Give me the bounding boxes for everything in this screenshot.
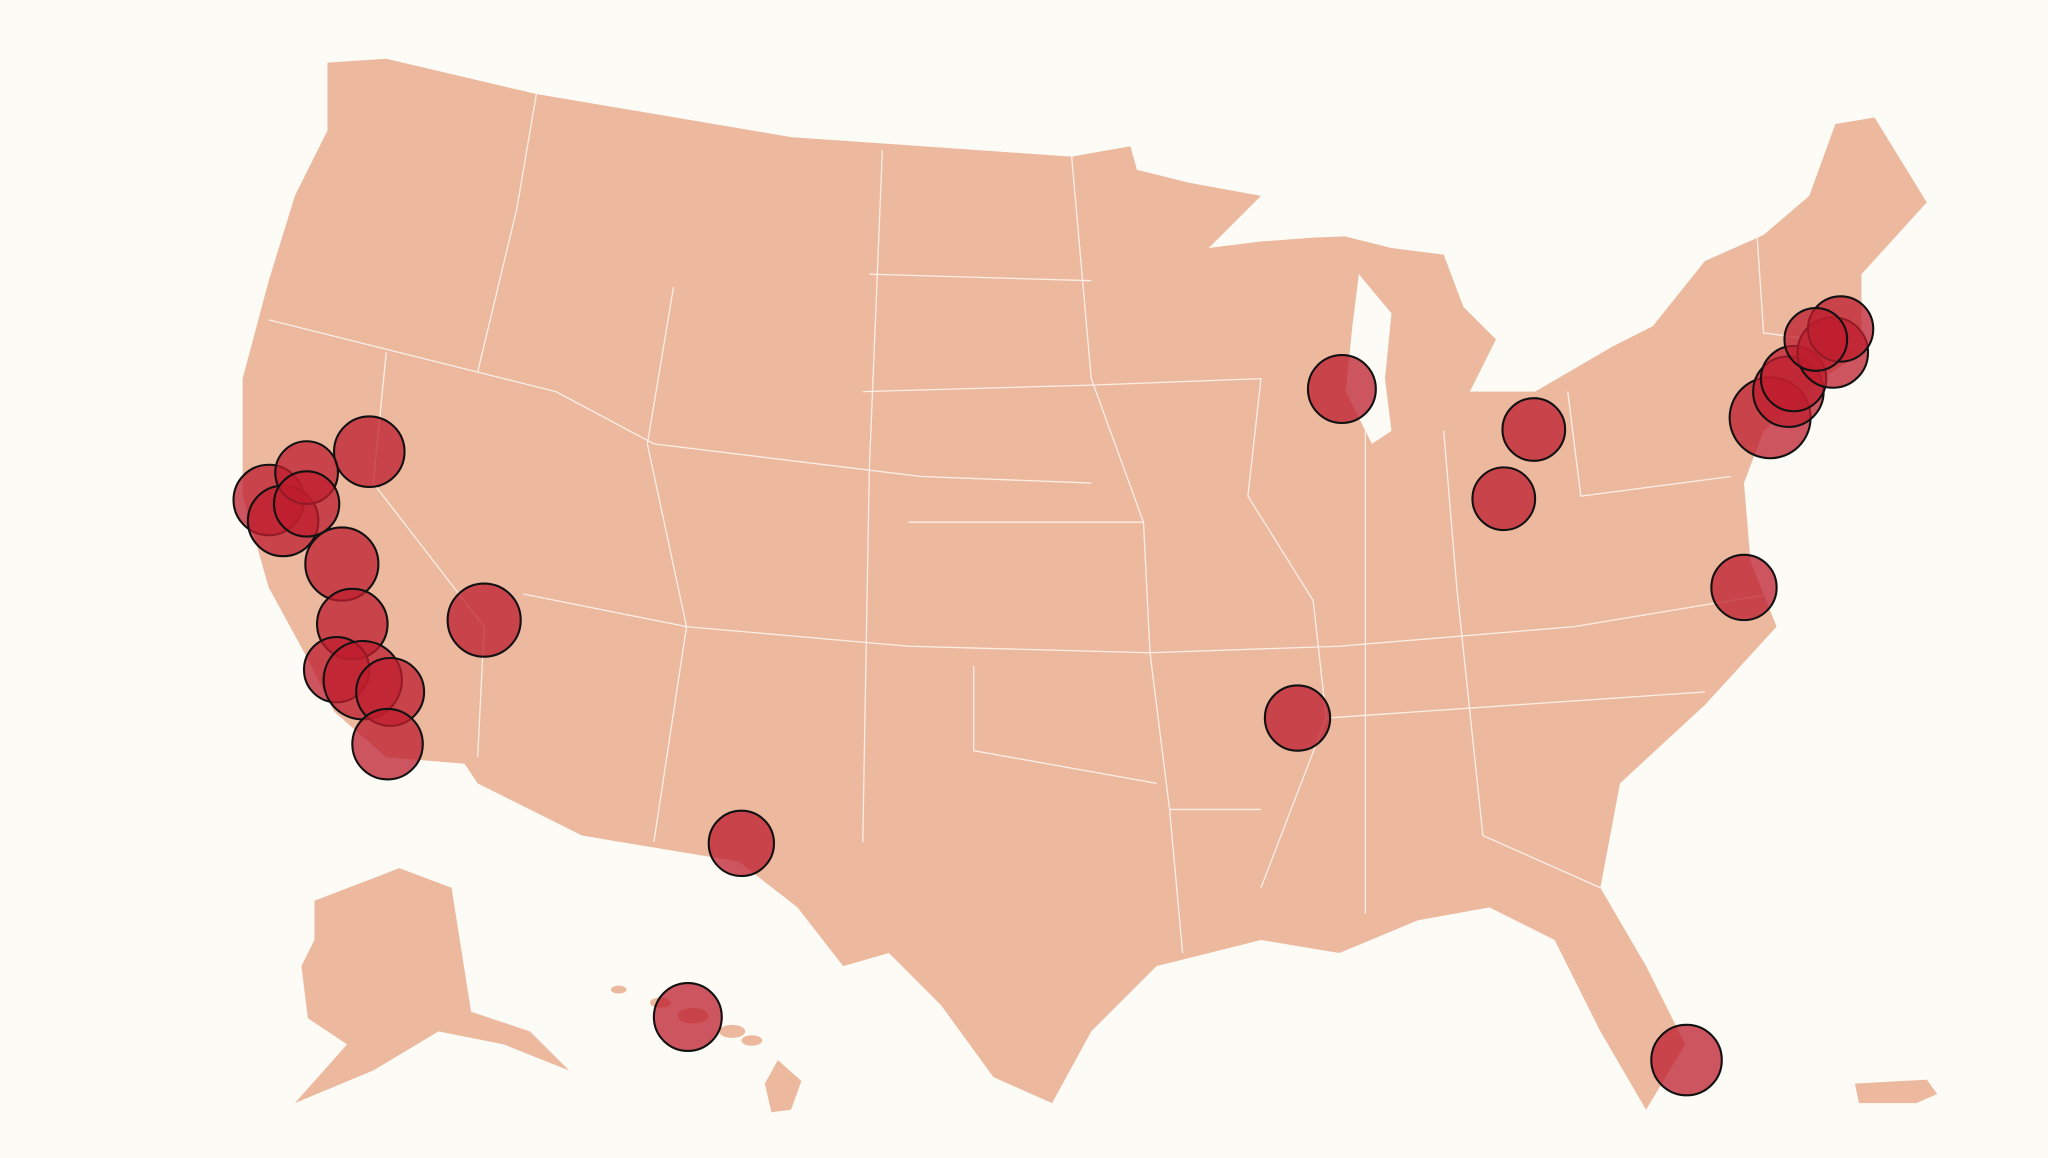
- border: [1443, 430, 1601, 889]
- marker: [1650, 1023, 1723, 1097]
- border: [523, 593, 1771, 654]
- border: [869, 273, 1092, 282]
- border: [268, 319, 1092, 484]
- island: [719, 1024, 746, 1038]
- marker: [332, 415, 406, 489]
- marker: [272, 470, 341, 538]
- land-mass: [242, 58, 1927, 1110]
- border: [477, 93, 538, 373]
- marker: [1501, 397, 1567, 462]
- island: [741, 1035, 763, 1046]
- island: [764, 1060, 802, 1113]
- marker: [652, 982, 723, 1052]
- border: [1326, 691, 1705, 719]
- marker: [351, 707, 424, 781]
- marker: [1710, 553, 1778, 622]
- marker: [1306, 354, 1377, 425]
- border: [1071, 156, 1184, 954]
- border: [973, 665, 1157, 784]
- marker: [1783, 307, 1849, 372]
- border: [1567, 391, 1732, 497]
- border: [862, 150, 884, 843]
- marker: [446, 582, 522, 658]
- puerto-rico: [1854, 1079, 1938, 1104]
- marker: [707, 809, 776, 878]
- lake-superior: [1208, 208, 1379, 249]
- border: [1247, 378, 1327, 888]
- markers: [232, 295, 1875, 1097]
- border: [862, 377, 1261, 393]
- border: [646, 287, 688, 843]
- marker: [1263, 684, 1332, 752]
- alaska: [294, 868, 570, 1104]
- marker: [1471, 466, 1537, 532]
- island: [610, 985, 627, 994]
